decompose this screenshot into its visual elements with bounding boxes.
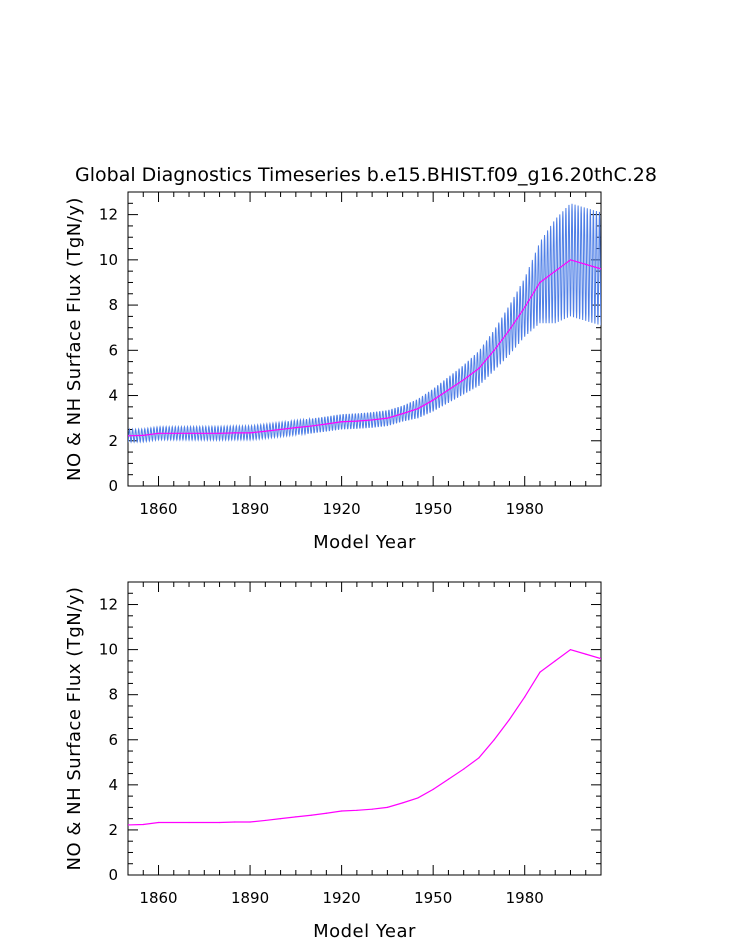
annual-mean-point: [157, 821, 160, 824]
annual-mean-point: [234, 432, 236, 434]
annual-mean-point: [264, 430, 266, 432]
y-tick-label: 4: [108, 387, 118, 405]
annual-mean-point: [218, 432, 221, 434]
panel-top: 1860 1890 1920 1950 1980 0 2 4 6 8 10 12 Model Year N…: [64, 191, 602, 553]
annual-mean-point: [310, 814, 312, 816]
annual-mean-point: [371, 419, 373, 421]
annual-mean-point: [128, 435, 129, 437]
y-tick-label: 8: [108, 296, 118, 314]
x-tick-label: 1980: [506, 889, 544, 907]
annual-mean-line: [128, 259, 601, 437]
plot-frame: [127, 191, 602, 487]
annual-mean-point: [295, 427, 297, 429]
annual-mean-point: [279, 818, 282, 820]
plot-area: [128, 203, 601, 444]
annual-mean-point: [157, 432, 160, 434]
annual-mean-point: [341, 810, 343, 812]
annual-mean-point: [585, 263, 587, 265]
y-axis-label: NO & NH Surface Flux (TgN/y): [64, 587, 85, 871]
annual-mean-point: [493, 349, 495, 351]
annual-mean-point: [386, 806, 388, 808]
annual-mean-point: [279, 428, 282, 431]
annual-mean-point: [264, 819, 266, 822]
annual-mean-point: [554, 270, 556, 272]
annual-mean-point: [432, 399, 434, 401]
annual-mean-point: [447, 389, 450, 391]
y-tick-label: 4: [108, 776, 118, 794]
annual-mean-point: [142, 823, 144, 826]
annual-mean-point: [402, 413, 404, 415]
annual-mean-point: [524, 696, 526, 698]
y-axis-label: NO & NH Surface Flux (TgN/y): [64, 197, 85, 481]
annual-mean-point: [386, 417, 388, 419]
x-tick-label: 1860: [139, 889, 177, 907]
x-tick-label: 1950: [414, 500, 452, 518]
x-tick-label: 1890: [231, 889, 269, 907]
y-tick-label: 0: [108, 866, 118, 884]
annual-mean-point: [218, 821, 221, 824]
x-axis-label: Model Year: [313, 921, 416, 942]
y-tick-label: 0: [108, 477, 118, 495]
annual-mean-point: [508, 718, 511, 721]
annual-mean-point: [234, 821, 236, 823]
annual-mean-point: [310, 425, 312, 427]
annual-mean-point: [463, 379, 465, 381]
annual-mean-point: [600, 268, 601, 270]
annual-mean-point: [402, 802, 404, 804]
annual-mean-point: [569, 649, 572, 651]
annual-mean-point: [249, 432, 251, 434]
annual-mean-point: [371, 808, 373, 810]
y-tick-label: 6: [108, 341, 118, 359]
annual-mean-point: [188, 821, 190, 824]
annual-mean-point: [128, 824, 129, 826]
x-tick-label: 1890: [231, 500, 269, 518]
y-tick-label: 2: [108, 821, 118, 839]
y-tick-label: 12: [99, 596, 118, 614]
annual-mean-point: [447, 778, 450, 780]
x-tick-label: 1920: [323, 500, 361, 518]
annual-mean-point: [325, 423, 327, 425]
annual-mean-point: [508, 329, 511, 331]
annual-mean-point: [188, 432, 190, 434]
y-tick-label: 10: [99, 641, 118, 659]
annual-mean-point: [600, 658, 601, 660]
y-tick-label: 2: [108, 432, 118, 450]
x-tick-label: 1950: [414, 889, 452, 907]
annual-mean-point: [478, 367, 480, 369]
x-tick-label: 1920: [323, 889, 361, 907]
y-tick-label: 8: [108, 686, 118, 704]
annual-mean-point: [356, 420, 358, 422]
annual-mean-point: [356, 809, 358, 811]
annual-mean-point: [417, 797, 419, 799]
plot-area: [128, 648, 601, 826]
x-tick-label: 1860: [139, 500, 177, 518]
annual-mean-point: [524, 306, 526, 308]
annual-mean-point: [478, 757, 480, 759]
annual-mean-point: [249, 821, 251, 823]
annual-mean-line: [128, 648, 601, 826]
annual-mean-point: [325, 812, 327, 814]
annual-mean-point: [463, 768, 465, 770]
annual-mean-point: [539, 281, 541, 284]
annual-mean-point: [417, 408, 419, 410]
annual-mean-point: [493, 739, 495, 741]
chart-title: Global Diagnostics Timeseries b.e15.BHIS…: [75, 164, 657, 186]
plot-frame: [127, 581, 602, 876]
x-tick-label: 1980: [506, 500, 544, 518]
y-tick-label: 12: [99, 206, 118, 224]
panel-bottom: 1860 1890 1920 1950 1980 0 2 4 6 8 10 12 Model Year N…: [64, 581, 602, 942]
annual-mean-point: [142, 434, 144, 436]
y-tick-label: 6: [108, 731, 118, 749]
annual-mean-point: [585, 653, 587, 655]
annual-mean-point: [554, 660, 556, 662]
annual-mean-point: [295, 816, 297, 818]
annual-mean-point: [569, 259, 572, 261]
annual-mean-point: [341, 421, 343, 423]
x-axis-label: Model Year: [313, 532, 416, 553]
monthly-series-line: [128, 203, 601, 444]
annual-mean-point: [432, 788, 434, 790]
annual-mean-point: [539, 671, 541, 673]
y-tick-label: 10: [99, 251, 118, 269]
